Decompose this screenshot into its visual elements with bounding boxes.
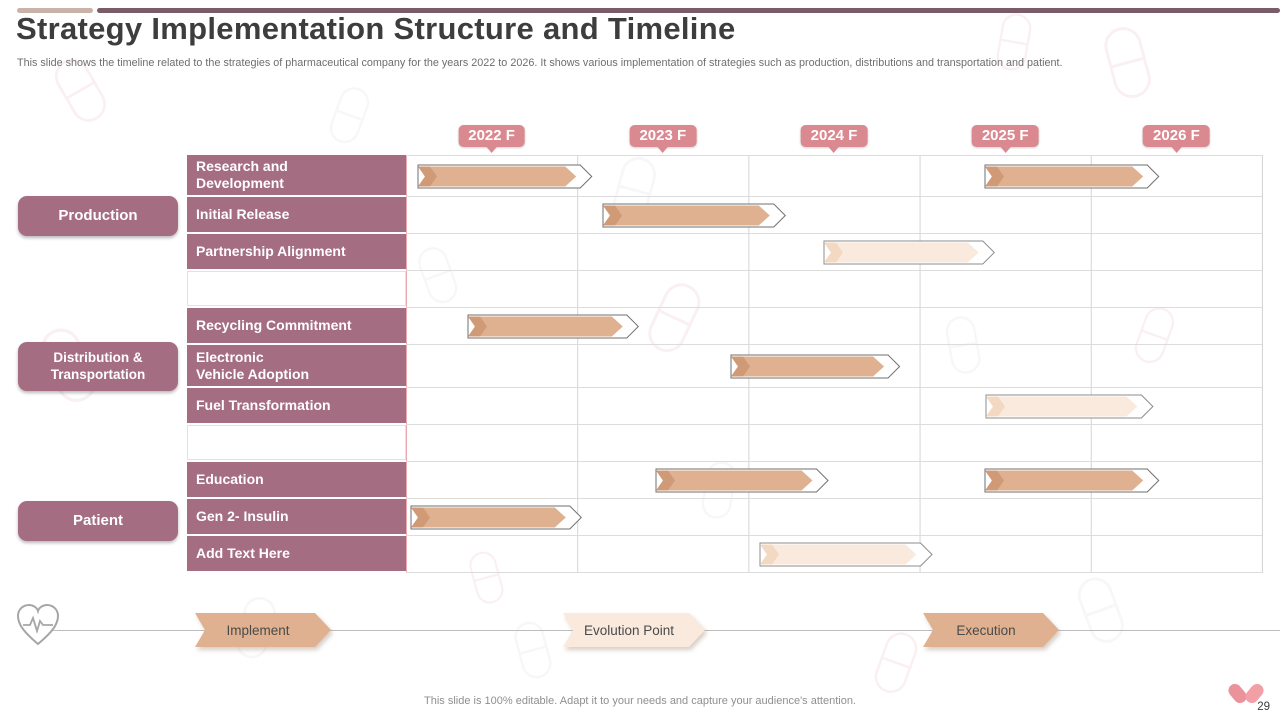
gantt-bar-light[interactable] xyxy=(985,394,1154,419)
gantt-bar-solid[interactable] xyxy=(730,354,901,379)
category-button-production[interactable]: Production xyxy=(18,196,178,236)
row-label-cell xyxy=(187,271,406,308)
gantt-row-track xyxy=(406,462,1263,499)
row-label-add-text-here[interactable]: Add Text Here xyxy=(187,536,406,573)
row-label-fuel-transformation[interactable]: Fuel Transformation xyxy=(187,388,406,425)
row-label-gen-2-insulin[interactable]: Gen 2- Insulin xyxy=(187,499,406,536)
top-accent-bar-right xyxy=(97,8,1280,13)
gantt-row: Research and Development xyxy=(187,155,1263,197)
gantt-bar-solid[interactable] xyxy=(984,164,1160,189)
gantt-bar-solid[interactable] xyxy=(655,468,830,493)
category-button-distribution-transportation[interactable]: Distribution & Transportation xyxy=(18,342,178,391)
gantt-spacer-row xyxy=(187,425,1263,462)
row-label-education[interactable]: Education xyxy=(187,462,406,499)
capsule-watermark-icon xyxy=(507,616,560,688)
legend-arrow-icon xyxy=(923,613,1059,647)
capsule-watermark-icon xyxy=(990,9,1038,79)
gantt-row-track xyxy=(406,234,1263,271)
gantt-row: Education xyxy=(187,462,1263,499)
year-badge-2025[interactable]: 2025 F xyxy=(971,125,1039,147)
gantt-row-track xyxy=(406,425,1263,462)
top-accent-bar-left xyxy=(17,8,93,13)
legend-item-evolution-point[interactable]: Evolution Point xyxy=(563,613,705,647)
gantt-row-track xyxy=(406,155,1263,197)
legend-item-implement[interactable]: Implement xyxy=(195,613,331,647)
legend-label: Implement xyxy=(226,622,290,638)
capsule-watermark-icon xyxy=(320,81,377,155)
gantt-row-track xyxy=(406,308,1263,345)
gantt-grid: Research and Development Initial Release Pa… xyxy=(187,155,1263,573)
year-badge-2023[interactable]: 2023 F xyxy=(629,125,697,147)
capsule-watermark-icon xyxy=(1095,20,1161,109)
category-button-patient[interactable]: Patient xyxy=(18,501,178,541)
gantt-row: Recycling Commitment xyxy=(187,308,1263,345)
gantt-bar-solid[interactable] xyxy=(984,468,1160,493)
gantt-row: Partnership Alignment xyxy=(187,234,1263,271)
gantt-row: Initial Release xyxy=(187,197,1263,234)
row-label-electronic-vehicle-adoption[interactable]: Electronic Vehicle Adoption xyxy=(187,345,406,388)
gantt-bar-solid[interactable] xyxy=(417,164,593,189)
row-label-partnership-alignment[interactable]: Partnership Alignment xyxy=(187,234,406,271)
brand-hearts-icon xyxy=(1226,680,1266,713)
row-label-recycling-commitment[interactable]: Recycling Commitment xyxy=(187,308,406,345)
row-label-research-and-development[interactable]: Research and Development xyxy=(187,155,406,197)
gantt-row-track xyxy=(406,271,1263,308)
page-number: 29 xyxy=(1257,701,1270,713)
footer-note: This slide is 100% editable. Adapt it to… xyxy=(424,695,856,707)
gantt-bar-solid[interactable] xyxy=(467,314,640,339)
gantt-row-track xyxy=(406,388,1263,425)
slide-subtitle: This slide shows the timeline related to… xyxy=(17,57,1063,69)
gantt-spacer-row xyxy=(187,271,1263,308)
capsule-watermark-icon xyxy=(1068,570,1134,655)
row-label-initial-release[interactable]: Initial Release xyxy=(187,197,406,234)
gantt-row: Fuel Transformation xyxy=(187,388,1263,425)
gantt-row: Electronic Vehicle Adoption xyxy=(187,345,1263,388)
year-badge-2026[interactable]: 2026 F xyxy=(1143,125,1210,147)
gantt-row: Add Text Here xyxy=(187,536,1263,573)
heart-pulse-icon xyxy=(12,599,64,656)
legend-arrow-icon xyxy=(195,613,331,647)
row-label-cell xyxy=(187,425,406,462)
gantt-bar-light[interactable] xyxy=(823,240,996,265)
gantt-row-track xyxy=(406,197,1263,234)
legend-arrow-icon xyxy=(563,613,705,647)
legend-item-execution[interactable]: Execution xyxy=(923,613,1059,647)
gantt-bar-light[interactable] xyxy=(759,542,934,567)
gantt-row: Gen 2- Insulin xyxy=(187,499,1263,536)
gantt-row-track xyxy=(406,499,1263,536)
page-title: Strategy Implementation Structure and Ti… xyxy=(16,11,736,46)
legend-label: Execution xyxy=(956,622,1016,638)
year-badge-2022[interactable]: 2022 F xyxy=(458,125,525,147)
year-badge-2024[interactable]: 2024 F xyxy=(800,125,868,147)
gantt-bar-solid[interactable] xyxy=(410,505,583,530)
gantt-row-track xyxy=(406,345,1263,388)
legend-label: Evolution Point xyxy=(583,622,675,638)
gantt-bar-solid[interactable] xyxy=(602,203,787,228)
gantt-row-track xyxy=(406,536,1263,573)
capsule-watermark-icon xyxy=(864,625,926,705)
